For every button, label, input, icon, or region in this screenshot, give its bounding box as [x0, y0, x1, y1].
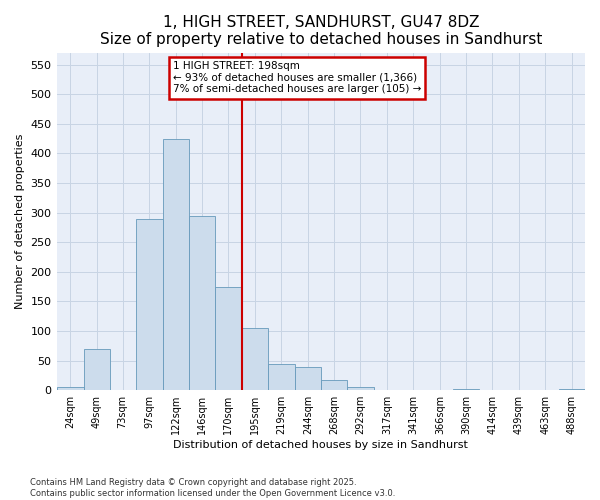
Bar: [215, 286, 242, 390]
X-axis label: Distribution of detached houses by size in Sandhurst: Distribution of detached houses by size …: [173, 440, 468, 450]
Bar: [83, 349, 110, 390]
Text: Contains HM Land Registry data © Crown copyright and database right 2025.
Contai: Contains HM Land Registry data © Crown c…: [30, 478, 395, 498]
Title: 1, HIGH STREET, SANDHURST, GU47 8DZ
Size of property relative to detached houses: 1, HIGH STREET, SANDHURST, GU47 8DZ Size…: [100, 15, 542, 48]
Bar: [559, 389, 585, 390]
Bar: [163, 138, 188, 390]
Bar: [56, 387, 83, 390]
Bar: [347, 386, 374, 390]
Text: 1 HIGH STREET: 198sqm
← 93% of detached houses are smaller (1,366)
7% of semi-de: 1 HIGH STREET: 198sqm ← 93% of detached …: [173, 61, 421, 94]
Bar: [268, 364, 295, 390]
Bar: [453, 389, 479, 390]
Bar: [295, 366, 321, 390]
Y-axis label: Number of detached properties: Number of detached properties: [15, 134, 25, 309]
Bar: [188, 216, 215, 390]
Bar: [242, 328, 268, 390]
Bar: [321, 380, 347, 390]
Bar: [136, 218, 163, 390]
